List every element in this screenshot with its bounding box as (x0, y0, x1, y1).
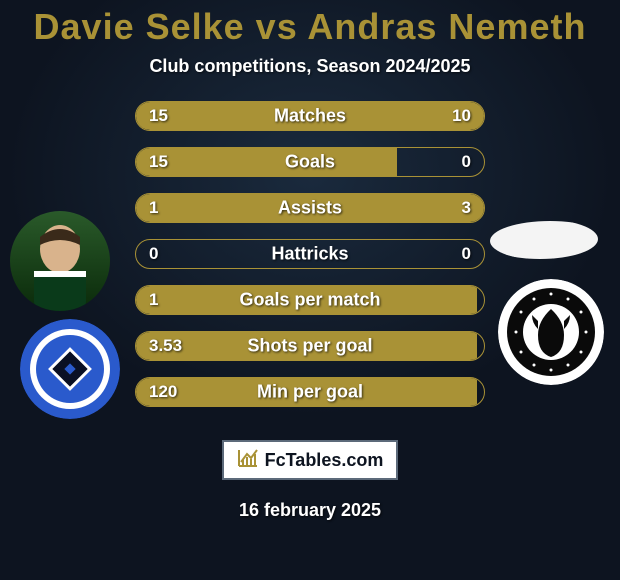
stat-value-right: 3 (462, 198, 471, 218)
stat-value-left: 1 (149, 198, 158, 218)
stat-label: Min per goal (135, 382, 485, 403)
page-title: Davie Selke vs Andras Nemeth (0, 0, 620, 48)
player-left-club-badge (20, 319, 120, 419)
stat-value-left: 3.53 (149, 336, 182, 356)
stat-value-right: 10 (452, 106, 471, 126)
stat-value-left: 120 (149, 382, 177, 402)
stat-label: Assists (135, 198, 485, 219)
watermark: FcTables.com (222, 440, 398, 480)
stat-value-right: 0 (462, 244, 471, 264)
subtitle: Club competitions, Season 2024/2025 (0, 56, 620, 77)
stat-row: Goals15 0 (135, 147, 485, 177)
stat-label: Goals (135, 152, 485, 173)
stats-bars: Matches1510Goals150Assists13Hattricks00G… (135, 101, 485, 423)
player-left-avatar (10, 211, 110, 311)
stat-value-left: 15 (149, 106, 168, 126)
stat-row: Assists1 3 (135, 193, 485, 223)
stat-label: Hattricks (135, 244, 485, 265)
stat-label: Goals per match (135, 290, 485, 311)
stat-value-left: 0 (149, 244, 158, 264)
stat-label: Shots per goal (135, 336, 485, 357)
stat-value-left: 15 (149, 152, 168, 172)
stat-row: Hattricks0 0 (135, 239, 485, 269)
stat-label: Matches (135, 106, 485, 127)
stat-row: Matches15 10 (135, 101, 485, 131)
stat-value-left: 1 (149, 290, 158, 310)
player-right-club-badge (498, 279, 604, 385)
comparison-card: Davie Selke vs Andras Nemeth Club compet… (0, 0, 620, 580)
stat-row: Min per goal120 (135, 377, 485, 407)
player-right-avatar (490, 221, 610, 261)
watermark-text: FcTables.com (265, 450, 384, 471)
stat-row: Goals per match1 (135, 285, 485, 315)
footer-date: 16 february 2025 (0, 500, 620, 521)
chart-icon (237, 448, 259, 473)
stat-row: Shots per goal3.53 (135, 331, 485, 361)
stat-value-right: 0 (462, 152, 471, 172)
